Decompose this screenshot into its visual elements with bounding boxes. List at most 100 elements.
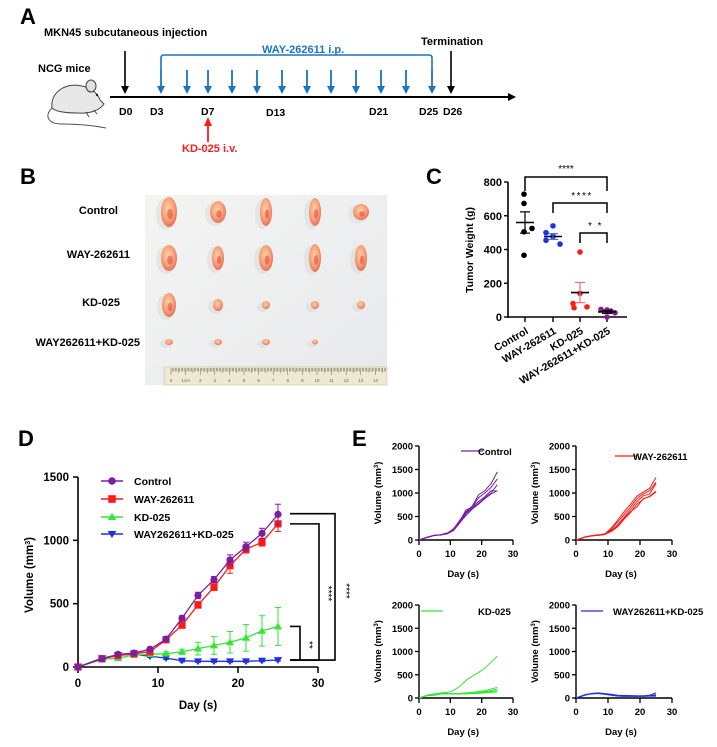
y-tick-label: 800: [484, 177, 502, 189]
tumor: [213, 299, 223, 311]
data-marker: [74, 663, 82, 671]
data-marker: [257, 657, 267, 665]
tumor-vessel: [167, 255, 173, 265]
data-marker: [209, 658, 219, 666]
data-point: [529, 225, 535, 232]
significance-label: ****: [340, 583, 351, 599]
day-label: D7: [201, 106, 215, 118]
x-tick-label: 30: [508, 549, 519, 560]
data-marker: [178, 621, 186, 629]
legend: Control WAY-262611 KD-025 WAY262611+KD-025: [101, 476, 234, 541]
x-tick-label: 20: [232, 678, 245, 690]
data-marker: [114, 650, 122, 658]
tumor: [312, 339, 318, 345]
mice-label: NCG mice: [38, 63, 91, 75]
treatment-arrow-head: [377, 86, 385, 94]
y-tick-label: 1000: [549, 489, 570, 500]
legend-marker: [107, 530, 117, 539]
y-tick-label: 0: [408, 536, 413, 547]
significance-label: **: [303, 641, 314, 649]
y-tick-label: 500: [554, 512, 570, 523]
y-tick-label: 1000: [43, 535, 69, 547]
treatment-bracket: [160, 54, 433, 70]
kd025-arrow: [204, 117, 212, 142]
x-tick-label: 0: [75, 678, 81, 690]
x-tick-label: 0: [573, 707, 578, 718]
data-point: [521, 191, 527, 197]
mouse-icon: [47, 79, 107, 129]
y-tick-label: 1500: [43, 472, 69, 484]
tumor-vessel: [359, 211, 365, 217]
data-marker: [210, 583, 218, 591]
treatment-arrow-head: [157, 86, 165, 94]
panel-label-d: D: [18, 426, 34, 451]
data-marker: [178, 614, 186, 622]
subplot-way-262611: 0 500 1000 1500 2000 0 10 20 30 Day (s) Volume (mm…: [530, 442, 688, 581]
significance-label: ****: [558, 164, 574, 175]
y-tick-label: 0: [565, 536, 570, 547]
x-tick-label: 30: [312, 678, 325, 690]
subplot-control: 0 500 1000 1500 2000 0 10 20 30 Day (s) Volume (mm…: [373, 442, 518, 581]
y-tick-label: 2000: [392, 442, 413, 453]
data-marker: [193, 644, 203, 652]
y-tick-label: 0: [408, 694, 413, 705]
data-marker: [130, 649, 138, 657]
data-marker: [161, 655, 171, 663]
row-label: Control: [79, 205, 118, 217]
tumor-vessel: [216, 255, 222, 265]
data-point: [557, 241, 563, 247]
day-label: D3: [150, 106, 164, 118]
significance-bracket: [579, 232, 608, 243]
treatment-arrow-head: [402, 86, 410, 94]
x-tick-label: 30: [667, 549, 678, 560]
tumor: [262, 301, 270, 309]
significance-label: ****: [322, 586, 333, 602]
y-tick-label: 1000: [549, 647, 570, 658]
individual-line: [418, 655, 498, 699]
y-tick-label: 500: [554, 670, 570, 681]
ruler-label: 12: [344, 378, 350, 383]
significance-bracket: [290, 625, 301, 661]
x-axis-label: Day (s): [447, 727, 479, 738]
y-tick-label: 2000: [392, 601, 413, 612]
data-marker: [242, 543, 250, 551]
significance-label: ****: [571, 191, 593, 202]
y-axis-label: Volume (mm3): [373, 620, 384, 683]
ruler: 0 1cm 2 3 4 5 6 7 8 9 10 11 12 13 14: [163, 366, 388, 386]
ruler-label: 2: [199, 378, 202, 383]
kd025-label: KD-025 i.v.: [182, 143, 237, 155]
y-axis-label: Tumor Weight (g): [464, 207, 476, 293]
y-tick-label: 1500: [549, 465, 570, 476]
legend-label: Control: [478, 447, 512, 458]
y-tick-label: 500: [397, 512, 413, 523]
ruler-label: 4: [228, 378, 231, 383]
data-marker: [226, 562, 234, 570]
data-marker: [273, 622, 283, 630]
individual-line: [418, 471, 498, 541]
ruler-label: 13: [358, 378, 364, 383]
tumor: [357, 301, 365, 309]
data-point: [521, 200, 527, 207]
legend-label: WAY262611+KD-025: [613, 607, 704, 618]
y-tick-label: 2000: [549, 442, 570, 453]
data-point: [584, 304, 590, 310]
panel-label-a: A: [20, 4, 36, 29]
treatment-arrows: [157, 70, 436, 94]
ruler-label: 6: [257, 378, 260, 383]
treatment-arrow-head: [352, 86, 360, 94]
data-marker: [177, 647, 187, 655]
x-tick-label: 30: [508, 707, 519, 718]
subplot-kd-025: 0 500 1000 1500 2000 0 10 20 30 Day (s) Volume (mm…: [373, 601, 518, 739]
tumor-vessel: [313, 209, 319, 219]
day-label: D26: [443, 106, 462, 118]
x-tick-label: 20: [635, 549, 646, 560]
y-tick-label: 0: [565, 694, 570, 705]
treatment-label: WAY-262611 i.p.: [262, 44, 344, 56]
data-marker: [241, 633, 251, 641]
data-marker: [161, 649, 171, 657]
data-marker: [241, 658, 251, 666]
x-tick-label: 10: [603, 707, 614, 718]
significance-bracket: [552, 202, 608, 213]
x-axis-label: Day (s): [179, 700, 218, 712]
x-tick-label: 10: [603, 549, 614, 560]
